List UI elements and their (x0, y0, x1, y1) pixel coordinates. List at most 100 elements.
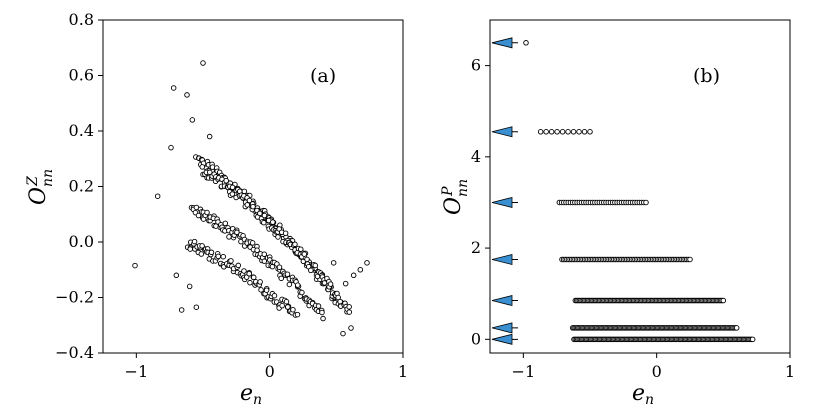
panel-b-xticks: −1 0 1 (512, 353, 795, 381)
data-point (350, 272, 357, 279)
data-point (749, 336, 756, 343)
x-tick-label: −1 (512, 362, 536, 381)
level-arrow (491, 295, 513, 307)
y-tick-label: −0.4 (55, 343, 94, 362)
data-point (257, 279, 263, 285)
data-point (348, 325, 354, 331)
level-arrow (491, 196, 513, 208)
data-point (191, 238, 198, 245)
y-tick-label: −0.2 (55, 288, 94, 307)
data-point (198, 251, 205, 257)
y-tick-label: 6 (471, 56, 481, 75)
data-point (244, 202, 251, 208)
y-tick-label: 2 (471, 238, 481, 257)
data-point (357, 267, 364, 273)
data-point (320, 315, 326, 322)
x-tick-label: −1 (125, 362, 149, 381)
panel-b-arrows (491, 37, 518, 345)
data-point (643, 199, 649, 206)
y-tick-label: 0.2 (69, 177, 94, 196)
data-point (537, 129, 544, 135)
panel-a-ylabel: OnnZ (25, 169, 56, 205)
data-point (249, 240, 256, 246)
data-point (193, 304, 200, 310)
data-point (241, 188, 248, 195)
data-point (199, 164, 206, 170)
data-point (270, 219, 276, 225)
data-point (364, 260, 370, 266)
level-arrow (491, 322, 513, 334)
data-point (234, 229, 240, 236)
data-point (587, 129, 593, 135)
data-point (315, 303, 322, 309)
data-point (308, 267, 314, 274)
data-point (206, 133, 213, 140)
data-point (186, 283, 193, 290)
y-tick-label: 4 (471, 147, 481, 166)
data-point (200, 60, 206, 66)
data-point (687, 256, 693, 263)
data-point (282, 230, 289, 236)
data-point (258, 287, 264, 293)
panel-a-frame (102, 19, 404, 354)
data-point (319, 309, 325, 316)
data-point (189, 117, 196, 123)
data-point (250, 203, 256, 210)
data-point (199, 243, 205, 249)
data-point (346, 304, 352, 310)
data-point (340, 330, 346, 337)
data-point (312, 262, 318, 269)
x-tick-label: 1 (785, 362, 795, 381)
level-arrow (491, 126, 513, 138)
data-point (241, 268, 247, 274)
data-point (220, 253, 226, 260)
data-point (263, 287, 270, 293)
level-arrow (491, 37, 513, 49)
data-point (204, 209, 210, 216)
x-tick-label: 0 (652, 362, 662, 381)
y-tick-label: 0.0 (69, 232, 94, 251)
data-point (299, 289, 305, 296)
data-point (228, 258, 234, 264)
data-point (229, 191, 236, 197)
data-point (276, 264, 283, 270)
y-tick-label: 0.6 (69, 66, 94, 85)
panel-b-xlabel: en (632, 381, 654, 408)
data-point (278, 275, 285, 282)
y-tick-label: 0.8 (69, 10, 94, 29)
x-tick-label: 1 (398, 362, 408, 381)
data-point (523, 40, 529, 46)
data-point (229, 184, 236, 191)
panel-b-ylabel: OnnP (440, 179, 471, 215)
data-point (275, 234, 281, 240)
data-point (250, 274, 257, 281)
data-point (294, 282, 301, 288)
panel-a-label: (a) (310, 65, 336, 87)
panel-a-yticks: −0.4 −0.2 0.0 0.2 0.4 0.6 0.8 (55, 10, 103, 362)
data-point (304, 256, 310, 263)
level-arrow (491, 333, 513, 345)
data-point (292, 241, 298, 248)
data-point (235, 262, 242, 269)
data-point (327, 281, 334, 287)
panel-a-xlabel: en (240, 381, 262, 408)
panel-b-label: (b) (693, 65, 720, 87)
data-point (261, 258, 268, 264)
data-point (565, 129, 571, 135)
data-point (246, 270, 252, 277)
data-point (254, 247, 260, 254)
data-point (178, 307, 185, 313)
data-point (543, 129, 549, 135)
data-point (223, 177, 229, 184)
data-point (301, 251, 308, 257)
data-point (257, 210, 263, 217)
level-arrow (491, 253, 513, 265)
data-point (346, 309, 353, 315)
data-point (581, 129, 588, 135)
panel-b-frame (489, 19, 791, 354)
data-point (559, 129, 566, 135)
y-tick-label: 0 (471, 329, 481, 348)
panel-a: −1 0 1 −0.4 −0.2 0.0 0.2 0.4 0.6 0.8 (a) en OnnZ (25, 10, 408, 408)
x-tick-label: 0 (265, 362, 275, 381)
